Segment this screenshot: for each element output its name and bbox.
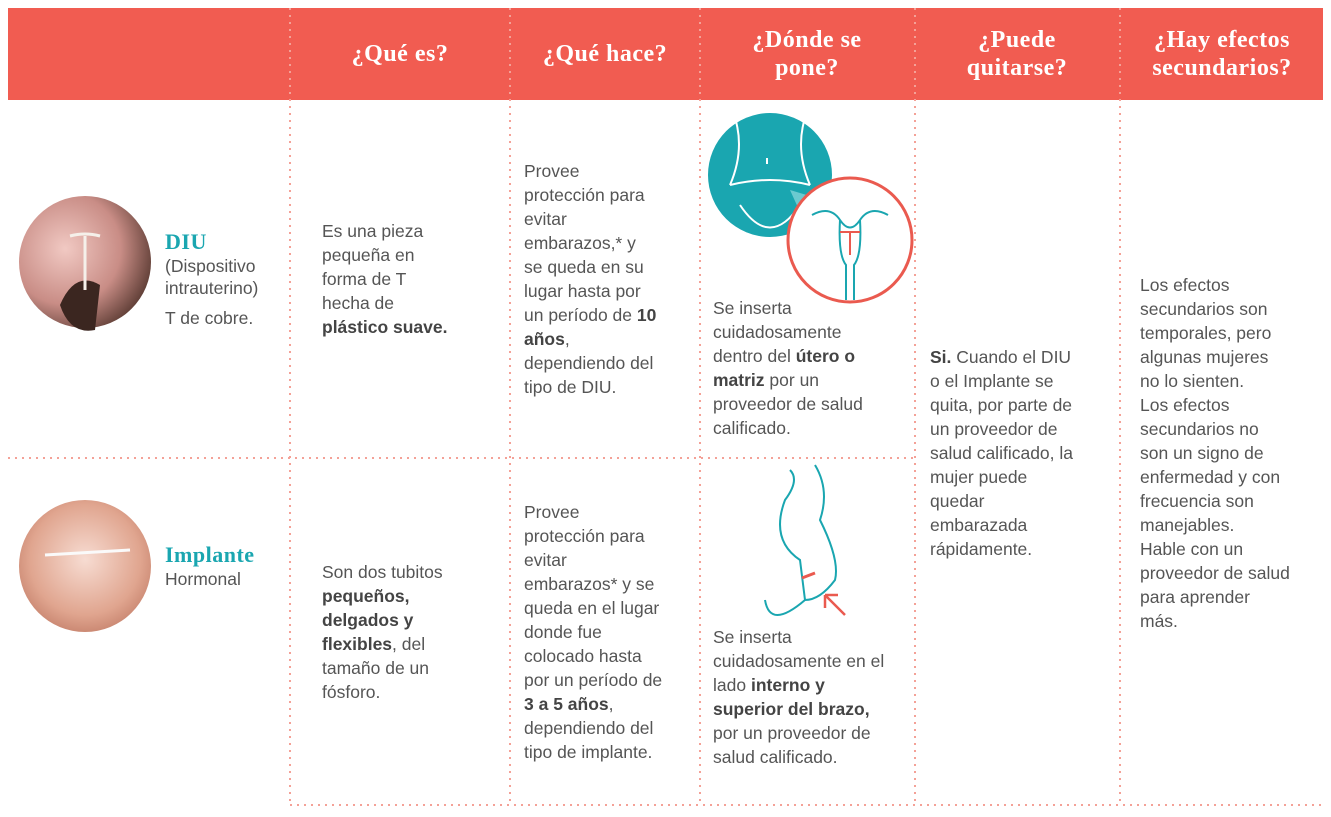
text: Se inserta cuidadosamente en el lado xyxy=(713,627,885,695)
column-header: ¿Dónde se pone? xyxy=(752,27,862,81)
text: Hable con un proveedor de salud para apr… xyxy=(1140,538,1290,631)
text: , dependiendo del tipo de DIU. xyxy=(524,329,654,397)
text: Son dos tubitos xyxy=(322,561,443,582)
row-subtitle: (Dispositivo intrauterino) xyxy=(165,256,259,298)
cell: Provee protección para evitar embarazos*… xyxy=(524,458,664,805)
cell: Si. Cuando el DIU o el Implante se quita… xyxy=(930,100,1080,805)
bold-text: pequeños, delgados y flexibles xyxy=(322,585,414,654)
cell: Se inserta cuidadosamente dentro del úte… xyxy=(713,296,893,440)
photo-implant xyxy=(19,500,151,632)
bold-text: útero o matriz xyxy=(713,346,856,390)
bold-text: plástico suave. xyxy=(322,317,448,337)
text: por un proveedor de salud calificado. xyxy=(713,370,863,438)
text: Provee protección para evitar embarazos,… xyxy=(524,161,645,325)
photo-implant-rod xyxy=(44,548,131,557)
text: Es una pieza pequeña en forma de T hecha… xyxy=(322,221,424,313)
photo-iud-device xyxy=(69,232,101,290)
header-band xyxy=(8,8,1323,100)
cell: Los efectos secundarios son temporales, … xyxy=(1140,100,1290,805)
text: Cuando el DIU o el Implante se quita, po… xyxy=(930,346,1073,559)
illustration-arrow xyxy=(823,593,846,616)
text: Se inserta cuidadosamente dentro del xyxy=(713,298,842,366)
text: , del tamaño de un fósforo. xyxy=(322,633,430,702)
row-name-cell: DIU (Dispositivo intrauterino) T de cobr… xyxy=(165,100,290,458)
row-name: Implante xyxy=(165,541,255,567)
row-name-cell: Implante Hormonal xyxy=(165,458,290,673)
text: , dependiendo del tipo de implante. xyxy=(524,693,654,762)
row-name: DIU xyxy=(165,229,207,254)
bold-text: interno y superior del brazo, xyxy=(713,675,870,719)
row-subtitle: Hormonal xyxy=(165,568,241,589)
column-header: ¿Qué es? xyxy=(351,41,449,67)
column-header: ¿Qué hace? xyxy=(542,41,668,67)
column-header: ¿Hay efectos secundarios? xyxy=(1152,27,1292,81)
cell: Provee protección para evitar embarazos,… xyxy=(524,100,659,458)
text: Los efectos secundarios no son un signo … xyxy=(1140,394,1281,535)
cell: Son dos tubitos pequeños, delgados y fle… xyxy=(322,458,457,805)
bold-text: 10 años xyxy=(524,305,657,349)
row-subtitle: T de cobre. xyxy=(165,308,254,328)
text: Los efectos secundarios son temporales, … xyxy=(1140,274,1272,391)
cell: Es una pieza pequeña en forma de T hecha… xyxy=(322,100,457,458)
bold-text: Si. xyxy=(930,346,952,367)
cell: Se inserta cuidadosamente en el lado int… xyxy=(713,625,893,769)
column-header: ¿Puede quitarse? xyxy=(966,27,1068,81)
photo-iud-hand xyxy=(60,280,100,331)
text: por un proveedor de salud calificado. xyxy=(713,723,871,767)
text: Provee protección para evitar embarazos*… xyxy=(524,501,663,690)
illustration-arm xyxy=(764,464,837,616)
bold-text: 3 a 5 años xyxy=(524,693,609,714)
